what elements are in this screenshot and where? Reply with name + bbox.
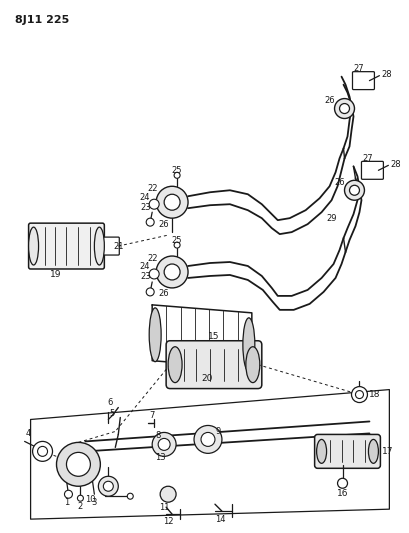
Ellipse shape xyxy=(246,347,260,383)
Circle shape xyxy=(103,481,113,491)
Circle shape xyxy=(56,442,100,486)
FancyBboxPatch shape xyxy=(315,434,380,469)
Circle shape xyxy=(33,441,52,462)
Text: 27: 27 xyxy=(353,64,364,73)
Text: 9: 9 xyxy=(215,427,220,436)
Circle shape xyxy=(350,185,360,195)
Circle shape xyxy=(38,446,47,456)
Text: 22: 22 xyxy=(147,254,157,263)
Ellipse shape xyxy=(243,318,255,372)
Circle shape xyxy=(174,242,180,248)
Ellipse shape xyxy=(94,227,104,265)
Ellipse shape xyxy=(369,439,378,463)
Circle shape xyxy=(146,288,154,296)
Text: 1: 1 xyxy=(64,498,69,507)
Circle shape xyxy=(127,493,133,499)
FancyBboxPatch shape xyxy=(166,341,262,389)
Text: 29: 29 xyxy=(326,214,337,223)
Text: 16: 16 xyxy=(337,489,348,498)
Text: 18: 18 xyxy=(369,390,381,399)
FancyBboxPatch shape xyxy=(353,71,374,90)
Text: 7: 7 xyxy=(150,411,155,420)
Text: 8: 8 xyxy=(155,431,161,440)
Circle shape xyxy=(174,172,180,179)
Text: 26: 26 xyxy=(334,178,345,187)
Circle shape xyxy=(337,478,348,488)
Text: 12: 12 xyxy=(163,516,173,526)
Circle shape xyxy=(156,256,188,288)
Text: 6: 6 xyxy=(108,398,113,407)
Text: 8J11 225: 8J11 225 xyxy=(15,15,69,25)
Text: 24: 24 xyxy=(139,193,149,201)
Circle shape xyxy=(160,486,176,502)
Text: 13: 13 xyxy=(155,453,166,462)
Circle shape xyxy=(339,103,350,114)
Text: 20: 20 xyxy=(201,374,213,383)
Ellipse shape xyxy=(149,308,161,362)
Circle shape xyxy=(194,425,222,454)
FancyBboxPatch shape xyxy=(362,161,383,179)
Text: 19: 19 xyxy=(50,270,61,279)
Text: 21: 21 xyxy=(113,241,124,251)
Circle shape xyxy=(152,432,176,456)
Circle shape xyxy=(65,490,72,498)
Text: 15: 15 xyxy=(208,332,220,341)
Text: 26: 26 xyxy=(159,220,169,229)
Text: 23: 23 xyxy=(141,272,151,281)
Circle shape xyxy=(156,186,188,218)
Text: 14: 14 xyxy=(215,515,225,523)
Text: 28: 28 xyxy=(390,160,401,169)
Text: 3: 3 xyxy=(92,498,97,507)
Circle shape xyxy=(335,99,355,118)
Circle shape xyxy=(146,218,154,226)
Text: 26: 26 xyxy=(159,289,169,298)
Text: 27: 27 xyxy=(362,154,373,163)
Circle shape xyxy=(67,453,90,477)
Text: 17: 17 xyxy=(382,447,394,456)
Circle shape xyxy=(77,495,83,501)
Ellipse shape xyxy=(29,227,38,265)
Text: 4: 4 xyxy=(26,429,31,438)
Text: 28: 28 xyxy=(382,70,392,79)
Circle shape xyxy=(344,180,364,200)
Text: 25: 25 xyxy=(172,236,182,245)
Circle shape xyxy=(149,199,159,209)
Circle shape xyxy=(351,386,367,402)
Text: 26: 26 xyxy=(324,96,335,105)
Ellipse shape xyxy=(317,439,326,463)
Text: 22: 22 xyxy=(147,184,157,193)
Circle shape xyxy=(98,477,118,496)
Text: 23: 23 xyxy=(141,203,151,212)
Text: 11: 11 xyxy=(159,503,169,512)
Circle shape xyxy=(355,391,364,399)
Circle shape xyxy=(164,264,180,280)
Text: 10: 10 xyxy=(85,495,95,504)
Circle shape xyxy=(201,432,215,446)
Circle shape xyxy=(149,269,159,279)
Text: 24: 24 xyxy=(139,262,149,271)
Text: 5: 5 xyxy=(110,409,115,418)
Circle shape xyxy=(164,194,180,210)
Text: 25: 25 xyxy=(172,166,182,175)
FancyBboxPatch shape xyxy=(103,237,119,255)
Ellipse shape xyxy=(168,347,182,383)
Text: 2: 2 xyxy=(78,502,83,511)
FancyBboxPatch shape xyxy=(29,223,104,269)
Circle shape xyxy=(158,439,170,450)
